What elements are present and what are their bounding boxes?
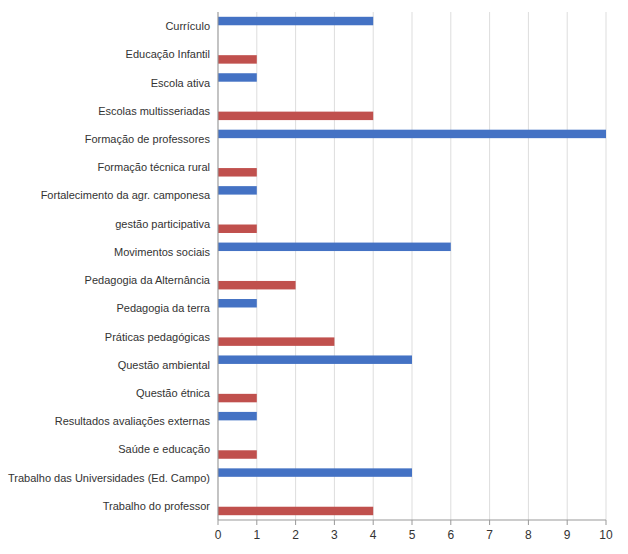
grid-line [256,12,257,520]
category-label: Questão ambiental [118,359,210,371]
tick-label: 8 [525,528,532,542]
grid-line [218,12,219,520]
category-label: Educação Infantil [126,48,210,60]
page: {"chart_data": {"type": "bar", "orientat… [0,0,628,554]
grid-line [373,12,374,520]
grid-line [528,12,529,520]
x-ticks: 0 1 2 3 4 5 6 7 8 9 10 [215,520,613,542]
bar [218,130,606,138]
bar [218,468,412,476]
tick-mark [528,520,529,525]
category-label: Questão étnica [136,387,211,399]
y-axis-line [218,12,219,520]
axes [218,12,606,520]
category-label: Saúde e educação [118,443,210,455]
grid-line [450,12,451,520]
tick-label: 10 [599,528,613,542]
bar [218,243,451,251]
bars [218,17,606,515]
bar [218,186,257,194]
category-label: Escola ativa [151,77,211,89]
tick-mark [450,520,451,525]
tick-mark [218,520,219,525]
tick-mark [256,520,257,525]
tick-mark [412,520,413,525]
tick-label: 9 [564,528,571,542]
bar [218,337,334,345]
tick-label: 4 [370,528,377,542]
category-label: gestão participativa [115,218,211,230]
bar [218,17,373,25]
grid-line [334,12,335,520]
tick-label: 6 [447,528,454,542]
grid-line [606,12,607,520]
tick-label: 7 [486,528,493,542]
chart: 0 1 2 3 4 5 6 7 8 9 10 Currículo Educação Infantil Es… [0,0,628,554]
tick-label: 0 [215,528,222,542]
category-label: Fortalecimento da agr. camponesa [41,189,211,201]
bar [218,299,257,307]
category-label: Formação de professores [85,133,211,145]
bar [218,73,257,81]
category-label: Práticas pedagógicas [105,331,211,343]
tick-label: 3 [331,528,338,542]
category-label: Movimentos sociais [114,246,210,258]
x-axis-line [218,520,606,521]
category-label: Pedagogia da Alternância [85,274,211,286]
grid-line [412,12,413,520]
category-label: Trabalho do professor [103,500,211,512]
tick-mark [489,520,490,525]
bar [218,450,257,458]
bar [218,281,296,289]
tick-mark [373,520,374,525]
bar [218,394,257,402]
grid [218,12,606,520]
category-label: Formação técnica rural [98,161,211,173]
category-label: Resultados avaliações externas [55,415,211,427]
bar [218,412,257,420]
bar [218,507,373,515]
grid-line [489,12,490,520]
bar [218,168,257,176]
bar [218,225,257,233]
category-label: Escolas multisseriadas [98,105,210,117]
tick-mark [295,520,296,525]
category-label: Currículo [165,20,210,32]
grid-line [295,12,296,520]
category-label: Pedagogia da terra [116,302,210,314]
tick-label: 1 [253,528,260,542]
bar [218,355,412,363]
bar [218,55,257,63]
tick-label: 5 [409,528,416,542]
bar [218,112,373,120]
tick-mark [606,520,607,525]
tick-label: 2 [292,528,299,542]
tick-mark [334,520,335,525]
y-labels: Currículo Educação Infantil Escola ativa Es… [8,20,211,512]
grid-line [567,12,568,520]
tick-mark [567,520,568,525]
category-label: Trabalho das Universidades (Ed. Campo) [8,472,210,484]
